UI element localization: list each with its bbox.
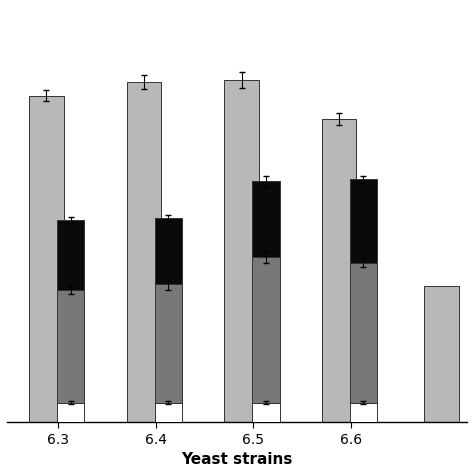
Bar	[350, 402, 377, 422]
X-axis label: Yeast strains: Yeast strains	[182, 452, 292, 467]
Bar	[350, 179, 377, 263]
Bar	[57, 290, 84, 402]
Bar	[252, 257, 280, 402]
Bar	[155, 218, 182, 284]
Bar	[127, 82, 161, 422]
Bar	[155, 284, 182, 402]
Bar	[155, 402, 182, 422]
Bar	[350, 263, 377, 402]
Bar	[57, 402, 84, 422]
Bar	[29, 96, 64, 422]
Bar	[57, 220, 84, 290]
Bar	[225, 80, 259, 422]
Bar	[424, 286, 458, 422]
Bar	[252, 402, 280, 422]
Bar	[322, 119, 356, 422]
Bar	[252, 181, 280, 257]
